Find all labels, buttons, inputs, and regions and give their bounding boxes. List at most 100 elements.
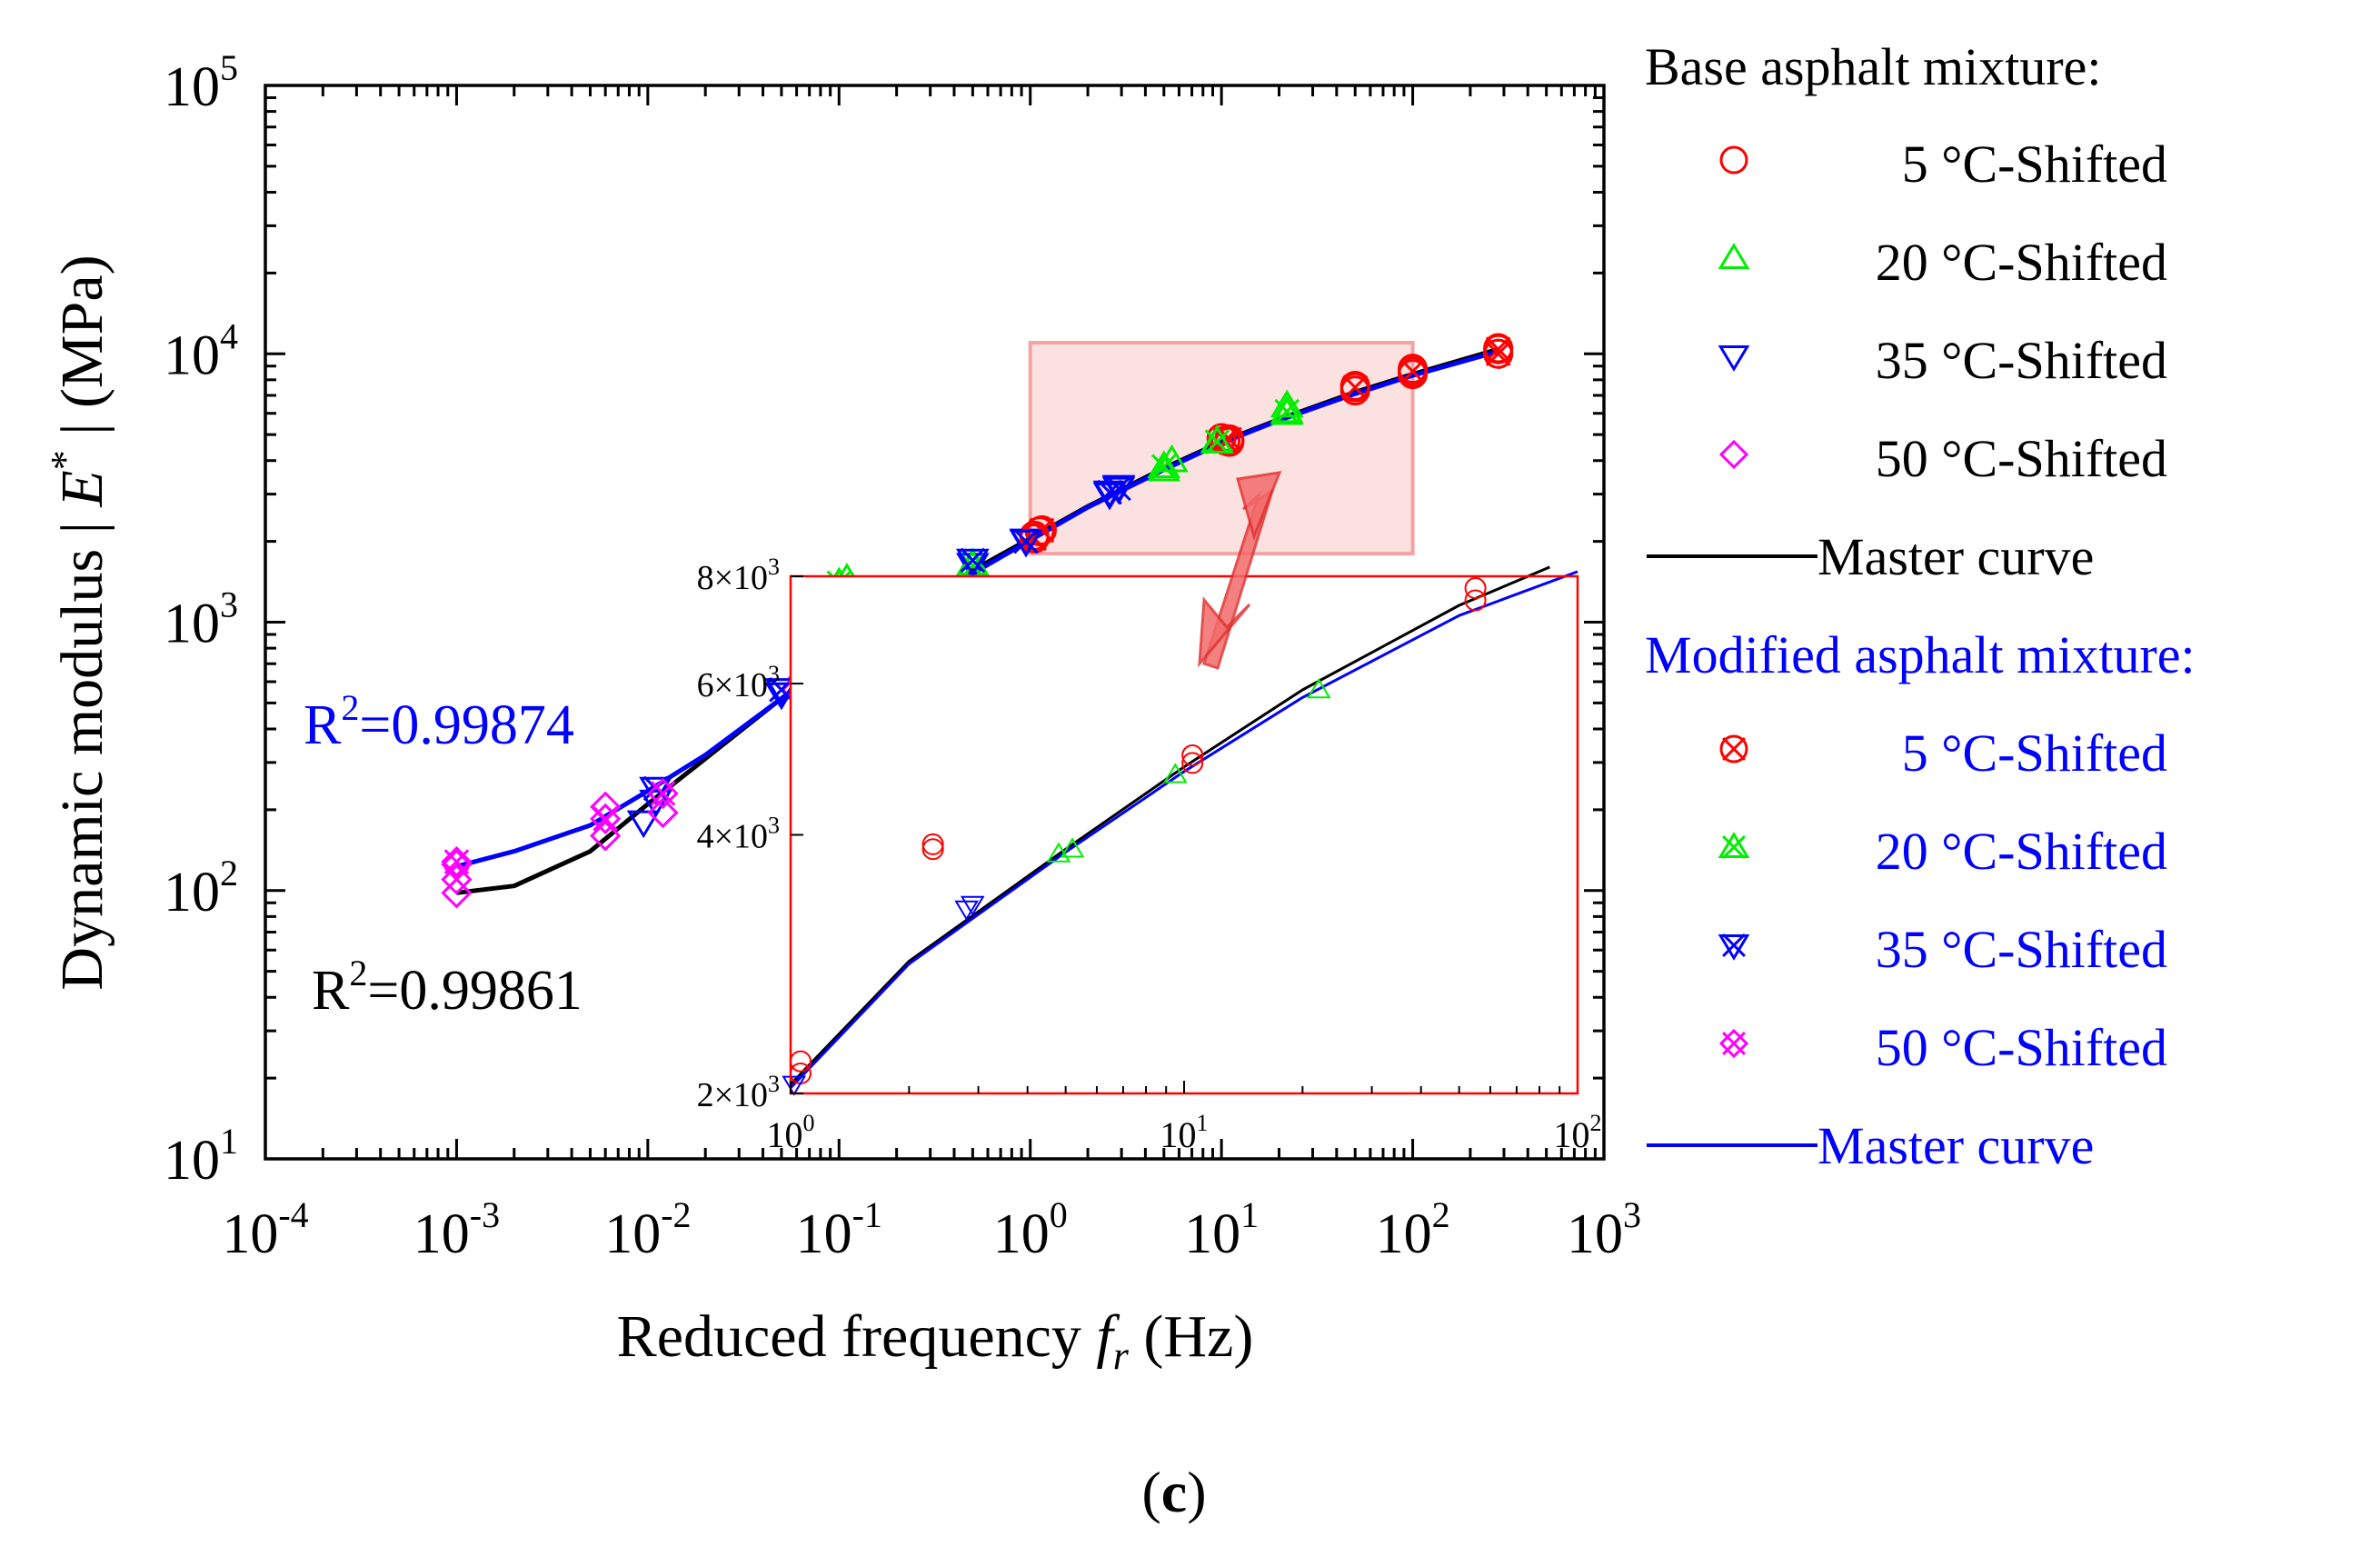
inset-y-tick-label: 4×103 [697,813,780,856]
data-point [921,838,944,861]
x-tick-label: 10-2 [604,1194,691,1265]
data-point [960,895,985,916]
inset-x-tick-label: 101 [1160,1110,1209,1155]
data-point [1464,577,1487,600]
legend-item-label: 35 °C-Shifted [1876,920,2167,979]
x-tick-label: 10-4 [222,1194,308,1265]
data-point [626,810,661,839]
legend-item-label: 50 °C-Shifted [1876,429,2167,488]
data-point [647,796,679,829]
data-point [1181,752,1204,774]
data-point [1718,243,1750,269]
main-y-tick-labels: 101 102 103 104 105 [164,47,238,1192]
legend-base-items: 5 °C-Shifted 20 °C-Shifted 35 °C-Shifted 50… [1647,135,2167,586]
data-point [1719,734,1748,764]
data-point [1147,450,1181,480]
data-point [1398,356,1429,387]
legend-item: 50 °C-Shifted [1718,1018,2167,1077]
data-point [954,900,979,921]
data-point [650,781,676,806]
zoom-arrow [1198,471,1282,670]
inset-y-tick-label: 6×103 [697,661,780,704]
data-point [1019,523,1050,554]
data-point [1339,372,1370,403]
data-point [764,678,799,706]
data-point [1718,832,1750,858]
x-tick-label: 103 [1567,1194,1641,1265]
data-point [1483,334,1514,364]
data-point [1155,444,1189,473]
data-point [1060,837,1085,858]
data-point [443,849,470,874]
legend-item-label: 35 °C-Shifted [1876,331,2167,390]
data-point [782,1075,807,1096]
data-point [1718,1028,1749,1059]
data-point [1722,835,1746,859]
data-point [639,789,672,818]
y-tick-label: 105 [164,47,238,118]
data-point [1147,453,1181,482]
legend-item-label: Master curve [1817,527,2094,586]
data-point [1101,475,1136,505]
legend-item: Master curve [1647,527,2094,586]
data-point [1155,444,1189,473]
y-tick-label: 103 [164,584,238,655]
data-point [1200,425,1234,454]
inset-axis-ticks [790,575,1561,1094]
data-point [1718,1028,1749,1059]
data-point [1101,476,1136,505]
data-point [1204,429,1230,454]
legend-item-label: 20 °C-Shifted [1876,822,2167,881]
data-point [593,806,618,832]
data-point [1718,439,1749,470]
data-point [960,553,986,579]
data-point [1092,480,1127,509]
y-axis-label: Dynamic modulus | E* | (MPa) [43,255,115,990]
data-point [441,845,473,878]
legend-item: 35 °C-Shifted [1718,920,2167,979]
legend-item: 20 °C-Shifted [1718,822,2167,881]
data-point [626,810,661,839]
panel-label: (c) [1141,1460,1206,1524]
legend-item: 5 °C-Shifted [1719,724,2167,783]
data-point [647,796,679,829]
data-point [1722,737,1746,761]
data-point [1181,744,1204,767]
legend-item: 5 °C-Shifted [1719,135,2167,194]
data-point [1270,394,1304,424]
data-point [590,820,622,852]
data-point [1013,528,1039,554]
x-axis-label: Reduced frequency fr (Hz) [617,1303,1254,1378]
data-point [1270,394,1304,424]
inset-background [791,576,1578,1093]
inset-x-tick-label: 100 [767,1110,815,1155]
data-point [1483,334,1514,364]
data-point [1398,356,1429,387]
data-point [647,777,679,810]
data-point [1464,577,1487,600]
data-point [955,548,990,577]
data-point [1181,744,1204,767]
y-tick-label: 101 [164,1121,238,1192]
inset-x-tick-labels: 100 101 102 [767,1110,1602,1155]
inset-data-points [782,577,1487,1096]
r2-base-annotation: R2=0.99861 [312,953,583,1022]
data-point [960,895,985,916]
data-point [1719,145,1748,175]
legend-item: 35 °C-Shifted [1718,331,2167,390]
y-tick-label: 104 [164,315,238,386]
data-point [1150,454,1177,480]
x-tick-label: 100 [993,1194,1068,1265]
legend-item: Master curve [1647,1116,2094,1175]
data-point [1718,934,1750,961]
data-point [1399,358,1426,384]
data-point [590,820,622,852]
data-point [647,777,679,810]
data-point [955,547,990,577]
data-point [639,789,672,818]
data-point [1485,336,1511,363]
legend-item-label: 20 °C-Shifted [1876,233,2167,292]
inset-x-tick-label: 102 [1554,1110,1602,1155]
data-point [1718,345,1750,372]
data-point [1009,529,1043,558]
